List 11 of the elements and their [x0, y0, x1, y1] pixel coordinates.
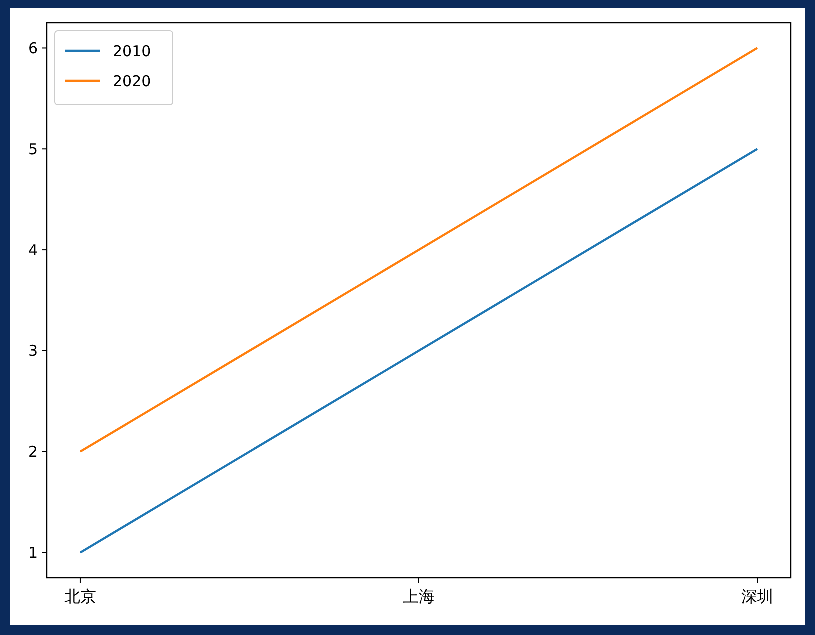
y-tick-label: 4	[28, 241, 38, 260]
x-tick-label: 上海	[403, 587, 435, 606]
legend-label: 2020	[113, 72, 152, 90]
y-tick-label: 5	[28, 140, 38, 158]
y-tick-label: 2	[28, 443, 38, 462]
y-tick-label: 6	[28, 39, 38, 58]
x-tick-label: 北京	[64, 587, 96, 606]
x-tick-label: 深圳	[742, 587, 774, 606]
legend-label: 2010	[113, 42, 152, 60]
y-tick-label: 3	[28, 342, 38, 360]
y-tick-label: 1	[28, 544, 38, 562]
